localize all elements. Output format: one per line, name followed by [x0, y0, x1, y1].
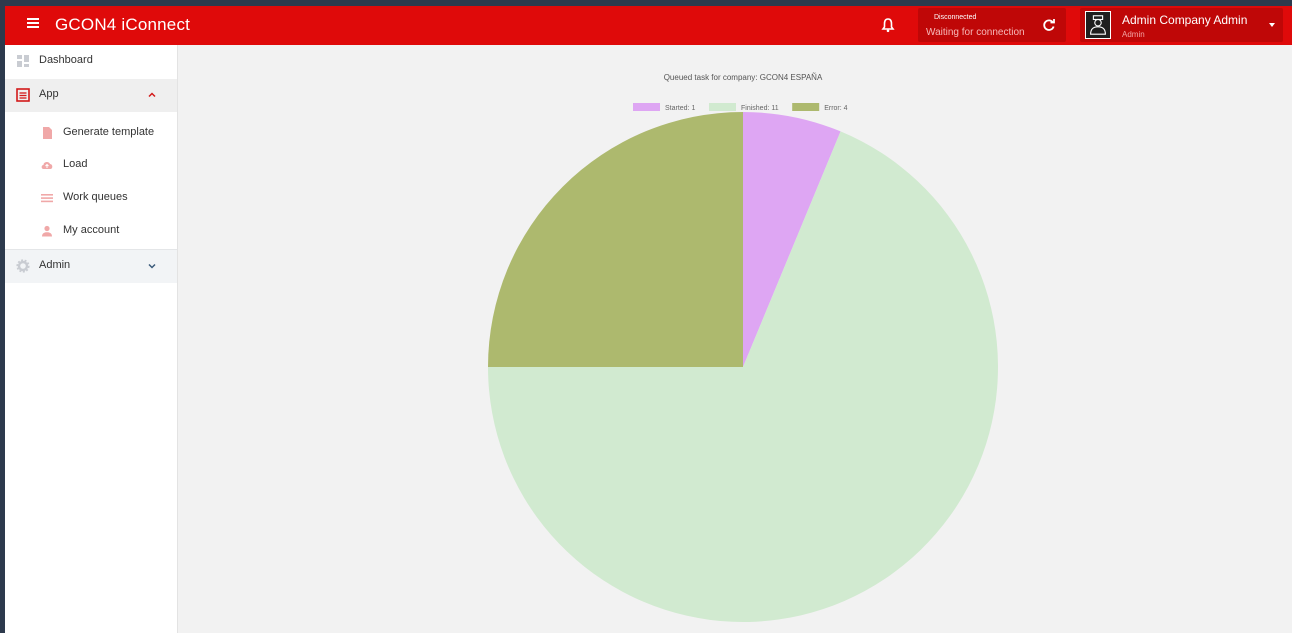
- menu-icon[interactable]: [27, 16, 39, 28]
- user-name: Admin Company Admin: [1122, 13, 1248, 27]
- legend-label-started[interactable]: Started: 1: [665, 105, 695, 112]
- pie-slice-finished[interactable]: [488, 131, 998, 623]
- chevron-down-icon[interactable]: [1269, 23, 1275, 27]
- sidebar-item-label: Generate template: [63, 126, 155, 138]
- sidebar-item-label: My account: [63, 224, 120, 236]
- pie-slices: [488, 112, 998, 623]
- user-icon: [42, 225, 52, 237]
- connection-status-panel[interactable]: Disconnected Waiting for connection: [918, 8, 1066, 42]
- sidebar-item-app[interactable]: App: [5, 79, 177, 112]
- sidebar: Dashboard App Generate template: [5, 45, 178, 633]
- legend-swatch-started[interactable]: [633, 103, 660, 111]
- avatar-icon: [1085, 11, 1111, 39]
- sidebar-item-work-queues[interactable]: Work queues: [5, 182, 177, 215]
- pie-slice-error[interactable]: [488, 112, 743, 367]
- bell-icon[interactable]: [880, 17, 896, 33]
- chart-legend: Started: 1 Finished: 11 Error: 4: [633, 103, 848, 112]
- sidebar-item-label: App: [39, 88, 59, 100]
- cloud-upload-icon: [41, 162, 53, 169]
- sidebar-item-label: Work queues: [63, 191, 128, 203]
- gear-icon: [16, 259, 30, 273]
- top-bar: GCON4 iConnect Disconnected Waiting for …: [5, 6, 1292, 45]
- pie-chart: Queued task for company: GCON4 ESPAÑA St…: [488, 73, 998, 623]
- refresh-icon[interactable]: [1042, 18, 1056, 32]
- connection-wait-text: Waiting for connection: [926, 27, 1025, 38]
- sidebar-item-my-account[interactable]: My account: [5, 215, 177, 248]
- app-list-icon: [16, 88, 30, 102]
- sidebar-item-load[interactable]: Load: [5, 149, 177, 182]
- user-role: Admin: [1122, 30, 1145, 39]
- legend-label-error[interactable]: Error: 4: [824, 105, 847, 112]
- queue-list-icon: [41, 194, 53, 203]
- document-icon: [43, 127, 52, 139]
- legend-swatch-error[interactable]: [792, 103, 820, 111]
- app-window: GCON4 iConnect Disconnected Waiting for …: [5, 6, 1292, 633]
- legend-label-finished[interactable]: Finished: 11: [741, 105, 779, 112]
- dashboard-icon: [17, 55, 29, 67]
- chart-title: Queued task for company: GCON4 ESPAÑA: [664, 73, 823, 82]
- sidebar-item-label: Load: [63, 158, 88, 170]
- sidebar-item-label: Admin: [39, 259, 71, 271]
- user-menu[interactable]: Admin Company Admin Admin: [1080, 8, 1283, 42]
- sidebar-item-dashboard[interactable]: Dashboard: [5, 45, 177, 78]
- chevron-up-icon[interactable]: [148, 91, 156, 99]
- sidebar-item-admin[interactable]: Admin: [5, 249, 177, 283]
- sidebar-item-label: Dashboard: [39, 54, 93, 66]
- sidebar-item-generate-template[interactable]: Generate template: [5, 117, 177, 150]
- app-title: GCON4 iConnect: [55, 15, 191, 34]
- chart-area: Queued task for company: GCON4 ESPAÑA St…: [178, 45, 1292, 633]
- chevron-down-icon[interactable]: [148, 262, 156, 270]
- legend-swatch-finished[interactable]: [709, 103, 736, 111]
- connection-status: Disconnected: [934, 14, 977, 21]
- pie-slice-started[interactable]: [743, 112, 841, 367]
